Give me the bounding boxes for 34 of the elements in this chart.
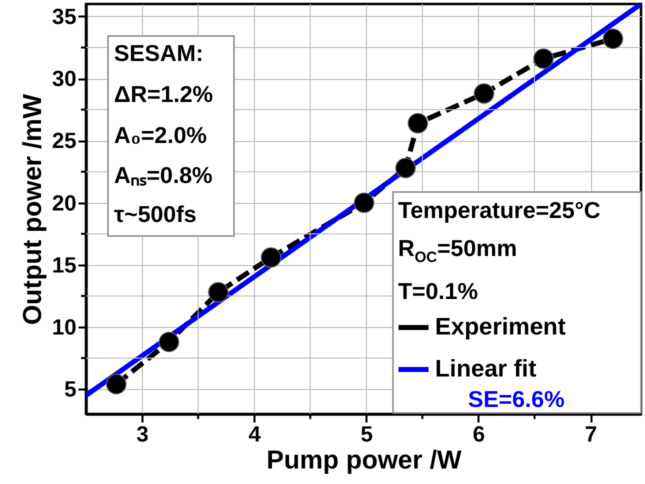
- x-axis-title: Pump power /W: [266, 444, 462, 474]
- x-tick-label: 4: [248, 422, 262, 446]
- annotation: ΔR=1.2%: [114, 81, 213, 107]
- point: [395, 158, 416, 178]
- point: [158, 332, 180, 352]
- y-tick-label: 5: [64, 376, 76, 402]
- point: [474, 83, 494, 104]
- annotation: A₀=2.0%: [114, 122, 207, 148]
- annotation: Temperature=25°C: [398, 197, 600, 223]
- legend-label: Linear fit: [435, 356, 536, 382]
- annotation: Aₙₛ=0.8%: [114, 162, 212, 188]
- x-tick-label: 5: [360, 422, 373, 446]
- annotation: SE=6.6%: [468, 386, 565, 412]
- point: [208, 282, 229, 302]
- point: [533, 48, 554, 69]
- y-tick-label: 20: [52, 190, 76, 216]
- x-tick-label: 7: [584, 422, 598, 446]
- point: [260, 247, 282, 268]
- legend-label: Experiment: [435, 314, 566, 340]
- x-tick-label: 3: [136, 422, 149, 446]
- y-tick-label: 30: [52, 66, 76, 92]
- point: [354, 192, 374, 214]
- y-axis-title: Output power /mW: [17, 94, 48, 326]
- point: [602, 28, 624, 50]
- y-tick-label: 10: [52, 314, 76, 340]
- x-tick-label: 6: [472, 422, 486, 446]
- y-tick-label: 25: [52, 128, 76, 154]
- point: [106, 374, 127, 394]
- point: [408, 113, 428, 134]
- y-tick-label: 35: [52, 4, 76, 29]
- annotation: T=0.1%: [398, 278, 478, 304]
- y-tick-label: 15: [52, 252, 76, 278]
- annotation: τ~500fs: [114, 201, 197, 227]
- annotation: SESAM:: [114, 40, 204, 66]
